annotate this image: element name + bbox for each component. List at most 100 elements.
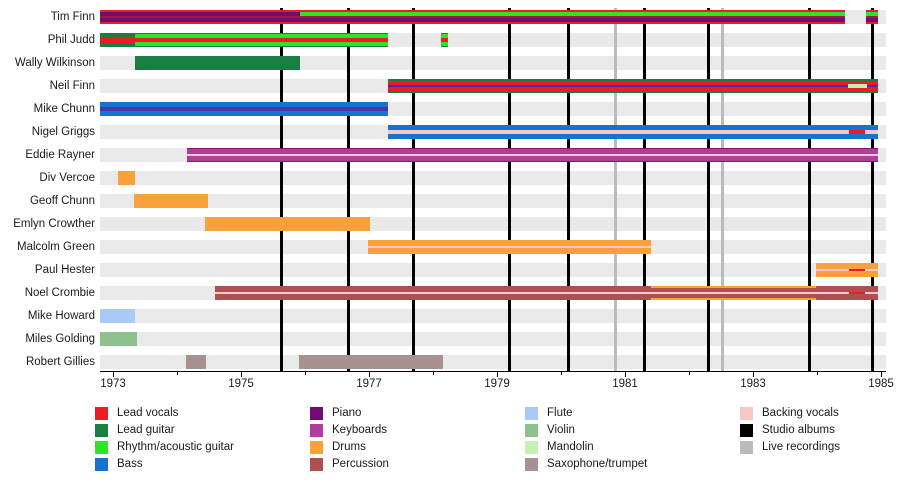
member-label: Wally Wilkinson — [14, 57, 95, 69]
stripe-drums — [367, 248, 651, 254]
stripe-rhythm_guitar — [299, 12, 846, 16]
legend-column: Backing vocals Studio albums Live recordin… — [740, 405, 840, 456]
member-bar-segment — [100, 332, 137, 346]
legend-swatch-lead_vocals — [95, 407, 108, 420]
stripe-lead_vocals — [866, 87, 879, 91]
stripe-drums — [650, 298, 816, 300]
stripe-lead_guitar — [388, 79, 848, 82]
legend-item: Flute — [525, 405, 647, 422]
stripe-lead_vocals — [388, 87, 848, 91]
axis-tick — [369, 372, 370, 377]
studio-album-line — [642, 8, 646, 371]
legend-label: Live recordings — [762, 441, 840, 453]
legend-item: Mandolin — [525, 439, 647, 456]
stripe-lead_guitar — [134, 45, 389, 48]
member-label: Paul Hester — [34, 264, 95, 276]
legend-item: Studio albums — [740, 422, 840, 439]
stripe-percussion — [815, 286, 849, 292]
stripe-lead_guitar — [866, 90, 879, 93]
member-bar-segment — [849, 286, 865, 300]
legend-label: Lead guitar — [117, 424, 175, 436]
member-bar-segment — [865, 125, 879, 140]
stripe-rhythm_guitar — [134, 34, 389, 38]
studio-album-line — [567, 8, 571, 371]
stripe-tim_center — [100, 15, 300, 19]
member-label: Tim Finn — [50, 11, 95, 23]
member-bar-segment — [298, 355, 444, 369]
stripe-percussion — [215, 294, 651, 300]
member-bar-segment — [367, 240, 651, 254]
stripe-lead_guitar — [134, 33, 389, 35]
member-bar-segment — [847, 79, 867, 93]
stripe-drums — [367, 240, 651, 246]
stripe-lead_guitar — [388, 90, 848, 93]
stripe-sax_trumpet — [185, 355, 206, 369]
member-bar-segment — [185, 355, 206, 369]
axis-tick — [561, 372, 562, 375]
stripe-neil_center — [388, 84, 848, 88]
stripe-piano — [299, 18, 846, 22]
member-bar-segment — [134, 33, 389, 48]
legend-item: Rhythm/acoustic guitar — [95, 439, 234, 456]
member-label: Robert Gillies — [25, 356, 95, 368]
stripe-backing_vocals — [865, 268, 879, 272]
stripe-lead_vocals — [441, 37, 449, 43]
stripe-percussion — [865, 294, 879, 300]
stripe-percussion — [650, 294, 816, 299]
legend-swatch-keyboards — [310, 424, 323, 437]
stripe-mike_center — [100, 107, 389, 111]
studio-album-line — [807, 8, 811, 371]
stripe-flute — [100, 309, 135, 323]
stripe-lead_vocals — [299, 21, 846, 24]
axis-tick — [689, 372, 690, 375]
legend-swatch-live_recording — [740, 441, 753, 454]
studio-album-line — [706, 8, 710, 371]
stripe-drums — [650, 286, 816, 288]
legend-item: Piano — [310, 405, 389, 422]
member-bar-segment — [866, 10, 879, 24]
axis-tick — [817, 372, 818, 375]
legend-label: Percussion — [332, 458, 389, 470]
legend-swatch-backing_vocals — [740, 407, 753, 420]
legend-swatch-percussion — [310, 458, 323, 471]
member-bar-segment — [388, 125, 849, 140]
member-label: Miles Golding — [25, 333, 95, 345]
member-label: Div Vercoe — [39, 172, 95, 184]
stripe-backing_vocals — [815, 291, 849, 295]
stripe-neil_center — [866, 84, 879, 88]
member-track — [100, 355, 886, 369]
stripe-drums — [849, 271, 865, 277]
stripe-bass — [100, 102, 389, 108]
legend-label: Lead vocals — [117, 407, 179, 419]
stripe-rhythm_guitar — [866, 12, 879, 16]
member-bar-segment — [134, 56, 300, 70]
member-bar-segment — [865, 286, 879, 300]
live-recording-line — [613, 8, 617, 371]
stripe-bass — [865, 133, 879, 140]
axis-year-label: 1981 — [612, 378, 638, 390]
legend-label: Mandolin — [547, 441, 594, 453]
stripe-lead_guitar — [847, 79, 867, 82]
legend-item: Live recordings — [740, 439, 840, 456]
axis-year-label: 1985 — [868, 378, 894, 390]
legend-item: Violin — [525, 422, 647, 439]
legend-swatch-piano — [310, 407, 323, 420]
axis-year-label: 1975 — [228, 378, 254, 390]
timeline-chart: Tim Finn Phil Judd Wally Wilkinson Neil Fin… — [13, 8, 894, 390]
axis-year-label: 1973 — [100, 378, 126, 390]
member-bar-segment — [205, 217, 371, 231]
stripe-backing_vocals — [215, 291, 651, 295]
legend-column: Piano Keyboards Drums Percussion — [310, 405, 389, 473]
stripe-lead_vocals — [866, 21, 879, 24]
stripe-rhythm_guitar — [441, 42, 449, 46]
member-track — [100, 309, 886, 323]
stripe-lead_guitar — [100, 33, 135, 38]
axis-tick — [881, 372, 882, 377]
member-label: Mike Howard — [27, 310, 95, 322]
legend-item: Bass — [95, 456, 234, 473]
member-track — [100, 171, 886, 185]
legend-swatch-flute — [525, 407, 538, 420]
stripe-lead_vocals — [866, 81, 879, 85]
legend-swatch-drums — [310, 441, 323, 454]
